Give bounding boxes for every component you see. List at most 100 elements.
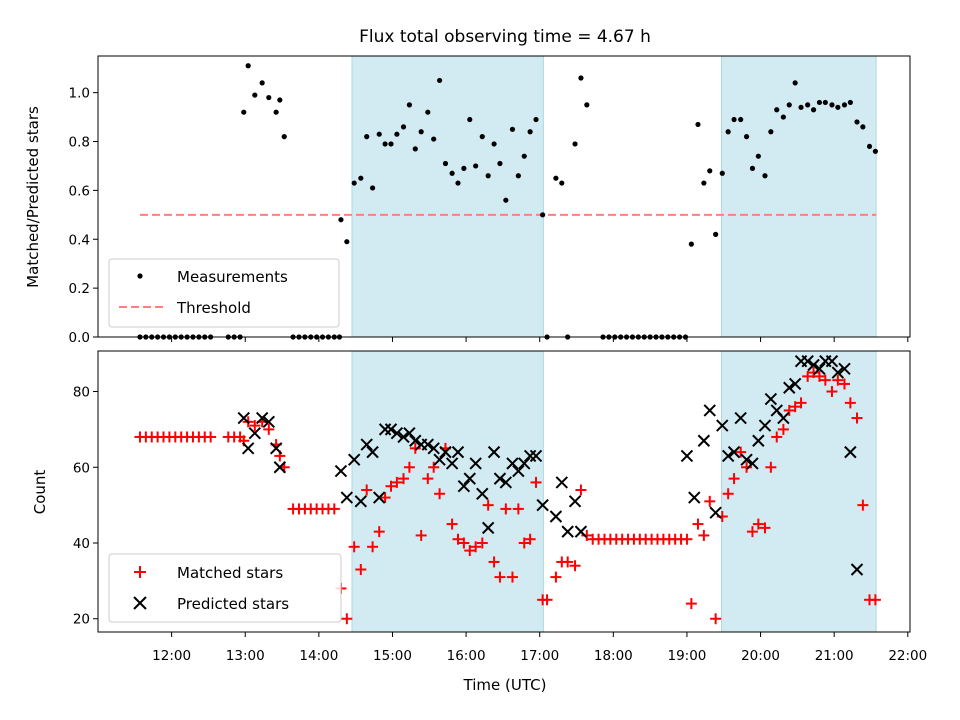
matched-star-point	[541, 594, 553, 606]
matched-star-point	[458, 537, 470, 549]
measurement-point	[835, 104, 841, 110]
y-tick-label: 60	[73, 460, 90, 476]
predicted-star-point	[536, 498, 549, 512]
matched-star-point	[826, 386, 838, 398]
predicted-star-point	[409, 434, 422, 447]
observing-band	[721, 350, 877, 633]
y-tick-label: 40	[73, 536, 90, 552]
predicted-star-point	[340, 491, 354, 504]
measurement-point	[872, 148, 878, 154]
matched-star-point	[728, 473, 740, 485]
matched-star-point	[403, 461, 415, 473]
measurement-point	[509, 126, 516, 132]
y-tick-label: 20	[73, 612, 90, 628]
matched-star-point	[692, 518, 704, 530]
matched-star-point	[685, 598, 697, 610]
predicted-star-point	[777, 411, 790, 425]
predicted-star-point	[740, 453, 753, 466]
predicted-star-point	[716, 419, 729, 432]
observing-band	[721, 55, 877, 338]
top-y-axis-label: Matched/Predicted stars	[24, 106, 42, 288]
predicted-star-point	[688, 491, 701, 504]
matched-star-point	[476, 537, 488, 549]
predicted-star-point	[813, 362, 826, 376]
matched-star-point	[752, 518, 764, 530]
predicted-star-point	[469, 457, 482, 470]
matched-star-point	[581, 529, 593, 541]
matched-star-point	[464, 545, 476, 557]
matched-star-point	[373, 526, 385, 538]
measurement-point	[338, 217, 344, 223]
matched-star-point	[681, 533, 693, 545]
bottom-marks	[134, 355, 881, 625]
measurement-point	[822, 99, 828, 106]
measurement-point	[266, 94, 272, 101]
measurement-point	[394, 131, 400, 137]
matched-star-point	[704, 495, 716, 507]
measurement-point	[455, 180, 461, 186]
predicted-star-point	[347, 453, 361, 466]
predicted-star-point	[390, 426, 404, 440]
predicted-star-point	[354, 495, 368, 508]
predicted-star-point	[825, 355, 839, 368]
predicted-star-point	[549, 510, 563, 523]
measurement-point	[273, 109, 279, 115]
matched-star-point	[741, 461, 753, 473]
predicted-star-point	[262, 415, 275, 429]
measurement-point	[738, 116, 744, 123]
observing-band	[351, 55, 544, 338]
matched-star-point	[808, 367, 820, 379]
measurement-point	[798, 104, 804, 110]
chart-title: Flux total observing time = 4.67 h	[359, 27, 651, 47]
predicted-star-point	[366, 445, 379, 459]
x-tick-label: 18:00	[594, 648, 633, 664]
measurement-point	[418, 129, 424, 135]
measurement-point	[707, 168, 713, 174]
predicted-star-point	[807, 358, 820, 372]
matched-star-point	[263, 423, 275, 435]
measurement-point	[461, 165, 467, 171]
top-plot-frame	[97, 55, 911, 338]
legend-threshold-label: Threshold	[176, 299, 251, 317]
measurement-point	[358, 175, 364, 181]
matched-star-point	[771, 431, 783, 443]
measurement-point	[245, 63, 251, 69]
measurement-point	[553, 175, 559, 181]
measurement-point	[449, 170, 455, 176]
measurement-point	[425, 109, 431, 115]
predicted-star-point	[237, 411, 250, 425]
predicted-star-point	[397, 430, 410, 444]
measurement-point	[485, 173, 491, 179]
measurement-point	[400, 124, 407, 130]
legend-measurements-label: Measurements	[177, 268, 288, 286]
predicted-star-point	[403, 426, 416, 440]
matched-star-point	[795, 397, 807, 409]
measurement-point	[515, 173, 521, 179]
matched-star-point	[759, 522, 771, 534]
matched-star-point	[506, 571, 518, 583]
predicted-star-point	[445, 457, 459, 470]
matched-star-point	[832, 374, 844, 386]
matched-star-point	[355, 564, 367, 576]
measurement-point	[810, 107, 817, 113]
matched-star-point	[851, 412, 863, 424]
x-tick-label: 21:00	[815, 648, 854, 664]
top-y-ticks: 0.0 0.2 0.4 0.6 0.8 1.0	[69, 86, 98, 346]
measurement-point	[252, 92, 258, 98]
predicted-star-point	[783, 381, 796, 394]
predicted-star-point	[378, 423, 392, 436]
predicted-star-point	[850, 563, 864, 576]
matched-star-point	[550, 571, 562, 583]
x-tick-label: 17:00	[520, 648, 559, 664]
legend-predicted-label: Predicted stars	[177, 595, 289, 613]
matched-star-point	[446, 518, 458, 530]
predicted-star-point	[427, 442, 440, 455]
measurement-point	[503, 197, 509, 203]
matched-star-point	[838, 378, 850, 390]
predicted-star-point	[844, 445, 857, 459]
measurement-point	[382, 141, 388, 147]
predicted-star-point	[746, 457, 759, 470]
predicted-star-point	[476, 487, 489, 500]
